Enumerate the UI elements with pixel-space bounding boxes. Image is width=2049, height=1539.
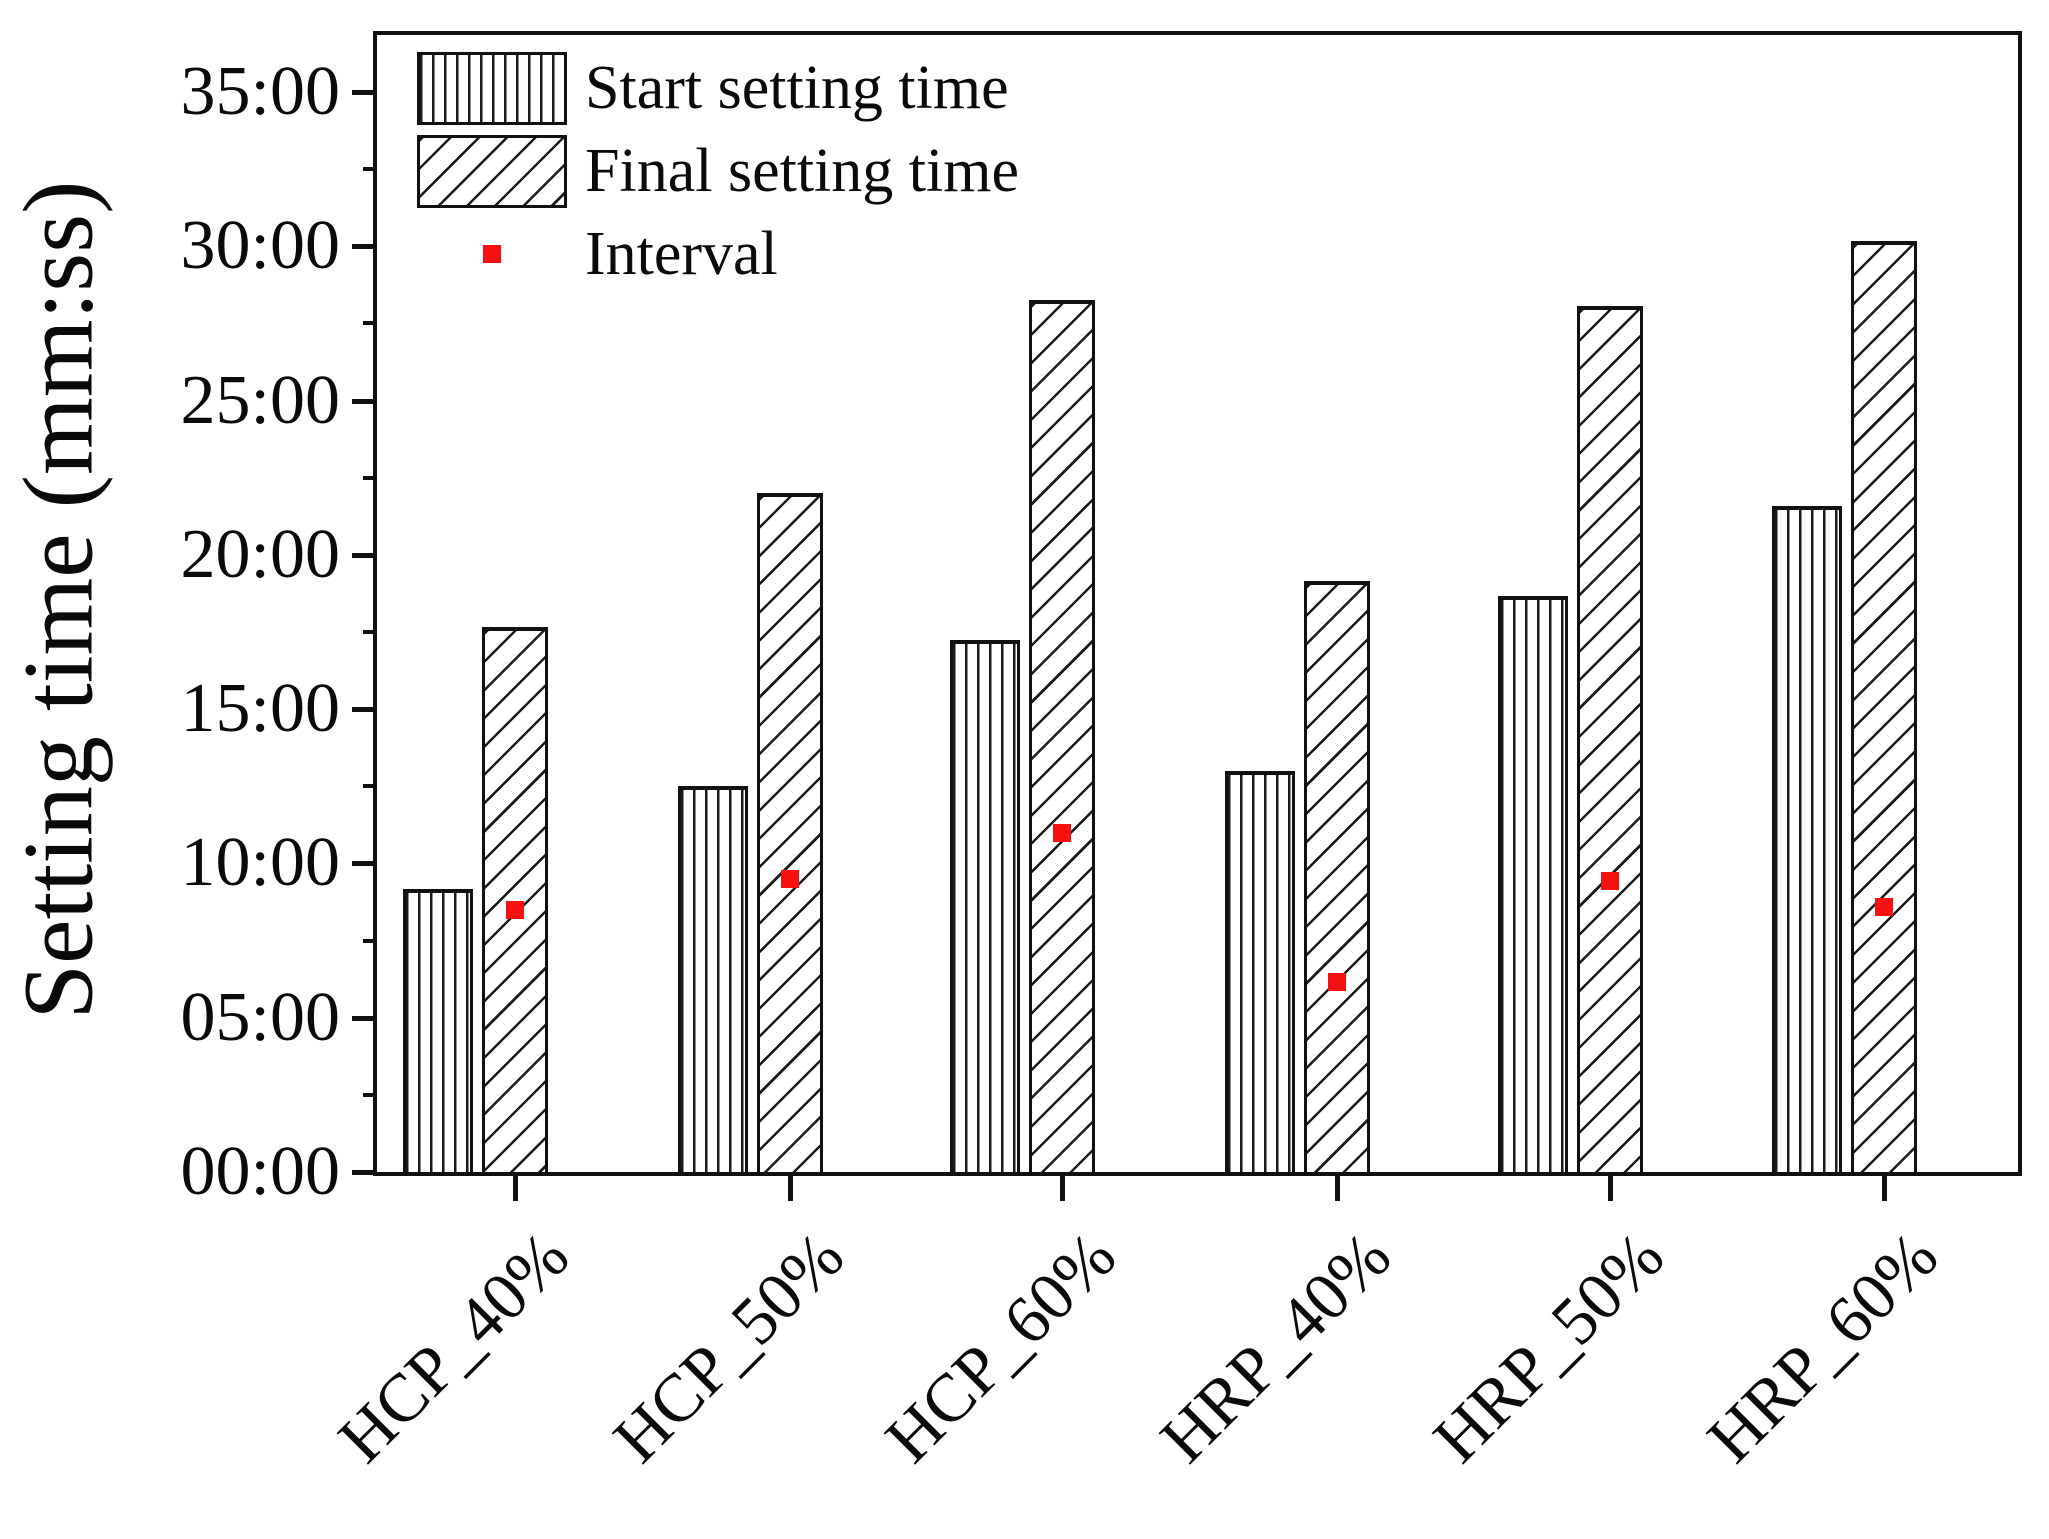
y-major-tick-00:00 — [352, 1170, 377, 1175]
interval-marker-HCP_50% — [781, 870, 799, 888]
bar-start-setting-time-HCP_50% — [678, 786, 748, 1172]
bar-final-setting-time-HCP_50% — [757, 493, 823, 1172]
x-category-label-HCP_40%: HCP_40% — [323, 1217, 584, 1477]
y-major-tick-20:00 — [352, 553, 377, 558]
x-tick-HRP_50% — [1608, 1176, 1613, 1201]
y-tick-label-05:00: 05:00 — [180, 979, 340, 1056]
legend-red-square-icon — [483, 245, 501, 263]
y-major-tick-25:00 — [352, 399, 377, 404]
bar-final-setting-time-HRP_60% — [1851, 241, 1917, 1172]
y-minor-tick — [363, 784, 377, 788]
legend-label-start-setting-time: Start setting time — [585, 54, 1009, 122]
interval-marker-HRP_40% — [1328, 973, 1346, 991]
legend-swatch-final-setting-time — [417, 135, 567, 208]
y-tick-label-15:00: 15:00 — [180, 670, 340, 747]
y-tick-label-35:00: 35:00 — [180, 53, 340, 130]
y-tick-label-00:00: 00:00 — [180, 1133, 340, 1210]
y-tick-label-20:00: 20:00 — [180, 516, 340, 593]
y-minor-tick — [363, 939, 377, 943]
bar-final-setting-time-HRP_40% — [1304, 581, 1370, 1172]
y-major-tick-15:00 — [352, 707, 377, 712]
x-tick-HRP_40% — [1335, 1176, 1340, 1201]
y-minor-tick — [363, 630, 377, 634]
interval-marker-HRP_60% — [1875, 898, 1893, 916]
legend-swatch-start-setting-time — [417, 52, 567, 125]
x-category-label-HRP_40%: HRP_40% — [1145, 1217, 1406, 1477]
y-tick-label-25:00: 25:00 — [180, 362, 340, 439]
y-major-tick-10:00 — [352, 861, 377, 866]
interval-marker-HRP_50% — [1601, 872, 1619, 890]
bar-start-setting-time-HCP_40% — [403, 889, 473, 1172]
y-major-tick-30:00 — [352, 244, 377, 249]
y-minor-tick — [363, 321, 377, 325]
interval-marker-HCP_40% — [506, 901, 524, 919]
y-tick-label-10:00: 10:00 — [180, 824, 340, 901]
x-tick-HCP_60% — [1060, 1176, 1065, 1201]
x-tick-HRP_60% — [1882, 1176, 1887, 1201]
x-category-label-HCP_50%: HCP_50% — [598, 1217, 859, 1477]
y-minor-tick — [363, 167, 377, 171]
y-tick-label-30:00: 30:00 — [180, 207, 340, 284]
legend-label-interval: Interval — [585, 220, 778, 288]
y-major-tick-05:00 — [352, 1016, 377, 1021]
bar-final-setting-time-HCP_40% — [482, 627, 548, 1172]
bar-final-setting-time-HRP_50% — [1577, 306, 1643, 1172]
bar-start-setting-time-HRP_50% — [1498, 596, 1568, 1172]
bar-start-setting-time-HCP_60% — [950, 640, 1020, 1172]
legend-label-final-setting-time: Final setting time — [585, 137, 1019, 205]
bar-final-setting-time-HCP_60% — [1029, 300, 1095, 1172]
x-category-label-HRP_50%: HRP_50% — [1418, 1217, 1679, 1477]
x-tick-HCP_40% — [513, 1176, 518, 1201]
y-minor-tick — [363, 476, 377, 480]
x-category-label-HRP_60%: HRP_60% — [1692, 1217, 1953, 1477]
bar-start-setting-time-HRP_40% — [1225, 771, 1295, 1172]
x-tick-HCP_50% — [788, 1176, 793, 1201]
y-major-tick-35:00 — [352, 90, 377, 95]
y-minor-tick — [363, 1093, 377, 1097]
bar-start-setting-time-HRP_60% — [1772, 506, 1842, 1172]
interval-marker-HCP_60% — [1053, 824, 1071, 842]
plot-area — [373, 31, 2022, 1176]
x-category-label-HCP_60%: HCP_60% — [870, 1217, 1131, 1477]
